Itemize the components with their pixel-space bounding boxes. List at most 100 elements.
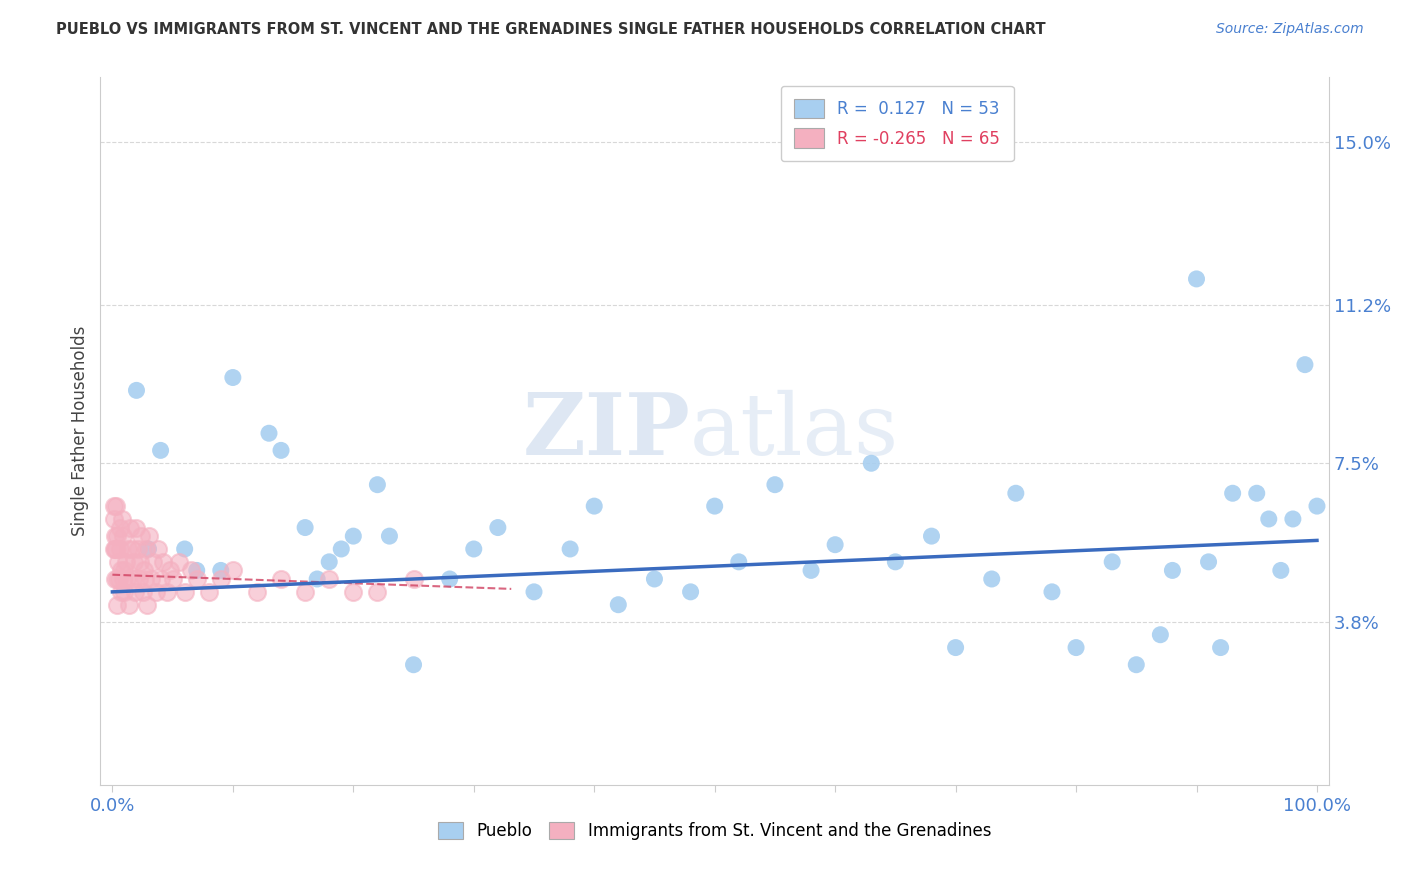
Point bbox=[1004, 486, 1026, 500]
Point bbox=[149, 572, 172, 586]
Text: PUEBLO VS IMMIGRANTS FROM ST. VINCENT AND THE GRENADINES SINGLE FATHER HOUSEHOLD: PUEBLO VS IMMIGRANTS FROM ST. VINCENT AN… bbox=[56, 22, 1046, 37]
Point bbox=[463, 541, 485, 556]
Point bbox=[222, 563, 245, 577]
Text: ZIP: ZIP bbox=[523, 389, 690, 473]
Point bbox=[980, 572, 1002, 586]
Point bbox=[763, 477, 786, 491]
Point bbox=[1040, 585, 1063, 599]
Point bbox=[111, 572, 134, 586]
Point bbox=[149, 443, 172, 458]
Point bbox=[135, 541, 157, 556]
Point bbox=[1282, 512, 1305, 526]
Point bbox=[330, 541, 353, 556]
Point bbox=[209, 563, 232, 577]
Point bbox=[402, 572, 425, 586]
Point bbox=[1198, 555, 1220, 569]
Point bbox=[114, 585, 136, 599]
Point bbox=[270, 572, 292, 586]
Point bbox=[104, 529, 127, 543]
Point bbox=[186, 563, 208, 577]
Point bbox=[180, 563, 202, 577]
Point bbox=[1101, 555, 1123, 569]
Point bbox=[122, 555, 145, 569]
Point bbox=[342, 585, 364, 599]
Point bbox=[112, 563, 135, 577]
Text: Source: ZipAtlas.com: Source: ZipAtlas.com bbox=[1216, 22, 1364, 37]
Point bbox=[122, 572, 145, 586]
Point bbox=[800, 563, 823, 577]
Point bbox=[366, 585, 388, 599]
Point bbox=[945, 640, 967, 655]
Point bbox=[703, 499, 725, 513]
Point bbox=[1209, 640, 1232, 655]
Point bbox=[125, 520, 148, 534]
Point bbox=[860, 456, 883, 470]
Point bbox=[1149, 628, 1171, 642]
Point bbox=[222, 370, 245, 384]
Point bbox=[378, 529, 401, 543]
Point bbox=[1294, 358, 1316, 372]
Point bbox=[1125, 657, 1147, 672]
Point bbox=[173, 585, 195, 599]
Point bbox=[104, 572, 127, 586]
Point bbox=[120, 520, 142, 534]
Point bbox=[607, 598, 630, 612]
Point bbox=[162, 572, 184, 586]
Point bbox=[159, 563, 181, 577]
Point bbox=[439, 572, 461, 586]
Point bbox=[294, 585, 316, 599]
Point bbox=[138, 541, 160, 556]
Point bbox=[121, 541, 143, 556]
Point bbox=[209, 572, 232, 586]
Point bbox=[105, 529, 128, 543]
Point bbox=[643, 572, 665, 586]
Point bbox=[486, 520, 509, 534]
Point bbox=[366, 477, 388, 491]
Point bbox=[131, 585, 153, 599]
Point bbox=[1246, 486, 1268, 500]
Point bbox=[342, 529, 364, 543]
Point bbox=[921, 529, 943, 543]
Point bbox=[132, 563, 155, 577]
Point bbox=[139, 572, 162, 586]
Point bbox=[107, 572, 129, 586]
Point bbox=[679, 585, 702, 599]
Point bbox=[307, 572, 329, 586]
Point bbox=[824, 538, 846, 552]
Point bbox=[318, 572, 340, 586]
Point bbox=[103, 499, 125, 513]
Point bbox=[246, 585, 269, 599]
Point bbox=[114, 555, 136, 569]
Point bbox=[127, 541, 149, 556]
Point bbox=[1185, 272, 1208, 286]
Point bbox=[118, 598, 141, 612]
Point bbox=[523, 585, 546, 599]
Point bbox=[560, 541, 582, 556]
Point bbox=[103, 512, 125, 526]
Text: atlas: atlas bbox=[690, 390, 900, 473]
Point bbox=[155, 585, 177, 599]
Point bbox=[110, 541, 132, 556]
Point bbox=[145, 585, 167, 599]
Point bbox=[146, 541, 169, 556]
Point bbox=[402, 657, 425, 672]
Point bbox=[107, 555, 129, 569]
Point bbox=[270, 443, 292, 458]
Point bbox=[727, 555, 749, 569]
Point bbox=[104, 541, 127, 556]
Point bbox=[186, 572, 208, 586]
Point bbox=[142, 555, 165, 569]
Y-axis label: Single Father Households: Single Father Households bbox=[72, 326, 89, 536]
Point bbox=[1306, 499, 1329, 513]
Point bbox=[257, 426, 280, 441]
Point bbox=[1064, 640, 1087, 655]
Point bbox=[108, 520, 131, 534]
Point bbox=[138, 529, 160, 543]
Point bbox=[197, 585, 219, 599]
Point bbox=[129, 555, 152, 569]
Point bbox=[1161, 563, 1184, 577]
Point bbox=[167, 555, 190, 569]
Legend: Pueblo, Immigrants from St. Vincent and the Grenadines: Pueblo, Immigrants from St. Vincent and … bbox=[432, 815, 998, 847]
Point bbox=[110, 563, 132, 577]
Point bbox=[111, 512, 134, 526]
